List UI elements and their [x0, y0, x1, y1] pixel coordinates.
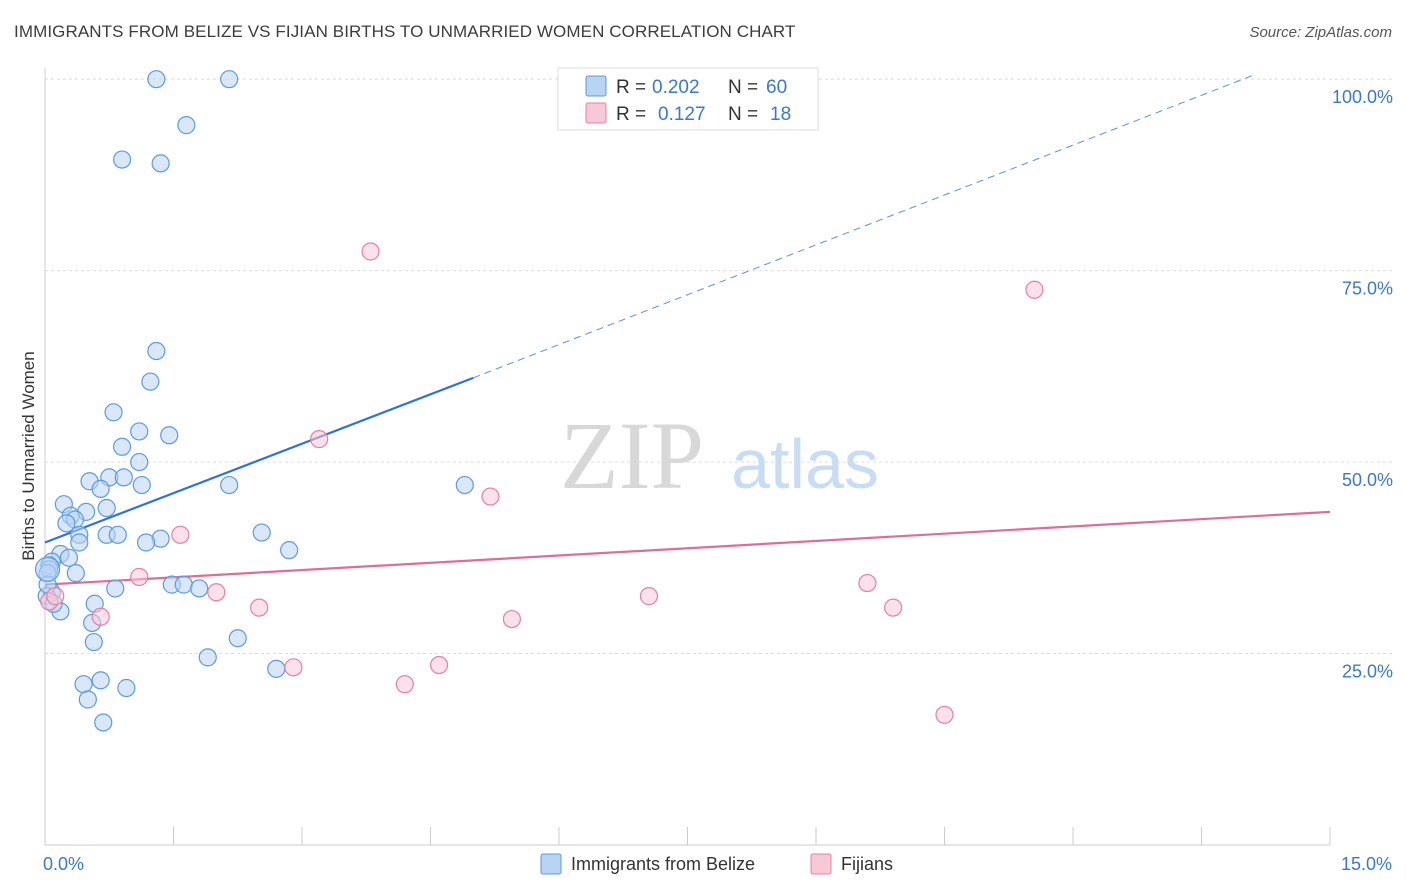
belize-point-cluster	[34, 556, 61, 582]
belize-point	[91, 671, 110, 690]
y-axis-label: Births to Unmarried Women	[19, 351, 38, 560]
fijians-point	[284, 658, 303, 677]
belize-point	[198, 648, 217, 667]
belize-point	[66, 564, 85, 583]
belize-point	[106, 579, 125, 598]
bottom-legend-swatch-belize	[540, 853, 562, 875]
belize-point	[84, 632, 103, 652]
x-tick-label: 15.0%	[1341, 854, 1392, 874]
legend-n-value-belize: 60	[766, 77, 787, 98]
belize-point	[141, 372, 160, 391]
points-layer	[34, 70, 1044, 732]
chart-title: IMMIGRANTS FROM BELIZE VS FIJIAN BIRTHS …	[14, 22, 796, 41]
fijians-point	[310, 430, 329, 449]
belize-point	[136, 533, 156, 552]
belize-trend-extension	[473, 74, 1254, 379]
belize-point	[78, 690, 97, 709]
legend: R = 0.202 N = 60 R = 0.127 N = 18	[557, 67, 819, 131]
legend-n-value-fijians: 18	[770, 104, 791, 125]
watermark-zip: ZIP	[560, 402, 704, 509]
fijians-point	[858, 573, 877, 593]
belize-point	[130, 452, 149, 472]
fijians-point	[130, 567, 149, 587]
chart-source: Source: ZipAtlas.com	[1249, 24, 1392, 41]
belize-point	[280, 541, 299, 560]
belize-point	[108, 525, 127, 544]
belize-point	[117, 678, 136, 698]
fijians-trend-line	[44, 510, 1331, 586]
watermark-atlas: atlas	[731, 425, 879, 503]
fijians-point	[46, 587, 65, 606]
y-tick-label: 100.0%	[1332, 87, 1393, 107]
fijians-point	[502, 609, 521, 629]
belize-point	[147, 70, 166, 89]
belize-point	[252, 523, 271, 542]
legend-swatch-belize	[585, 75, 607, 97]
legend-r-label-belize: R =	[616, 77, 646, 98]
belize-point	[114, 468, 133, 487]
axis-layer: 25.0% 50.0% 75.0% 100.0% 0.0% 15.0%	[43, 68, 1393, 874]
belize-point	[147, 341, 166, 361]
fijians-point	[250, 598, 269, 617]
belize-point	[160, 426, 179, 445]
legend-n-label-belize: N =	[728, 77, 758, 98]
bottom-legend-label-fijians: Fijians	[841, 854, 893, 874]
bottom-legend-label-belize: Immigrants from Belize	[571, 854, 755, 874]
belize-point	[220, 475, 239, 495]
belize-point	[97, 498, 116, 518]
bottom-legend: Immigrants from Belize Fijians	[540, 853, 893, 875]
belize-point	[174, 575, 193, 594]
belize-point	[70, 533, 89, 552]
y-tick-label: 25.0%	[1342, 662, 1393, 682]
fijians-point	[935, 705, 954, 724]
y-tick-label: 75.0%	[1342, 279, 1393, 299]
fijians-point	[1025, 280, 1044, 299]
belize-point	[104, 403, 123, 422]
belize-point	[132, 475, 151, 495]
legend-r-value-fijians: 0.127	[658, 104, 706, 125]
fijians-point	[207, 583, 226, 602]
fijians-point	[883, 598, 903, 617]
legend-swatch-fijians	[585, 102, 607, 124]
bottom-legend-swatch-fijians	[810, 853, 832, 875]
belize-point	[455, 475, 474, 495]
y-tick-label: 50.0%	[1342, 470, 1393, 490]
fijians-point	[639, 587, 659, 606]
fijians-point	[481, 487, 500, 506]
watermark: ZIP atlas	[560, 402, 879, 509]
belize-trend-line	[44, 376, 474, 544]
belize-point	[94, 713, 113, 732]
belize-point	[59, 548, 79, 567]
fijians-point	[429, 655, 449, 675]
belize-point	[112, 150, 132, 169]
fijians-point	[361, 242, 380, 261]
belize-point	[74, 675, 93, 694]
belize-point	[57, 514, 76, 533]
belize-point	[267, 659, 286, 678]
legend-n-label-fijians: N =	[728, 104, 758, 125]
legend-r-label-fijians: R =	[616, 104, 646, 125]
grid-layer	[45, 78, 1392, 655]
belize-point	[112, 437, 132, 456]
trend-layer	[44, 74, 1331, 586]
belize-point	[130, 422, 149, 441]
belize-point	[228, 629, 247, 648]
belize-point	[190, 579, 209, 598]
legend-r-value-belize: 0.202	[652, 77, 700, 98]
belize-point	[91, 479, 110, 498]
belize-point	[151, 154, 170, 173]
fijians-point	[91, 607, 110, 626]
x-tick-label: 0.0%	[43, 854, 84, 874]
fijians-point	[171, 525, 190, 544]
fijians-point	[395, 675, 414, 694]
belize-point	[220, 70, 239, 89]
belize-point	[177, 116, 196, 135]
